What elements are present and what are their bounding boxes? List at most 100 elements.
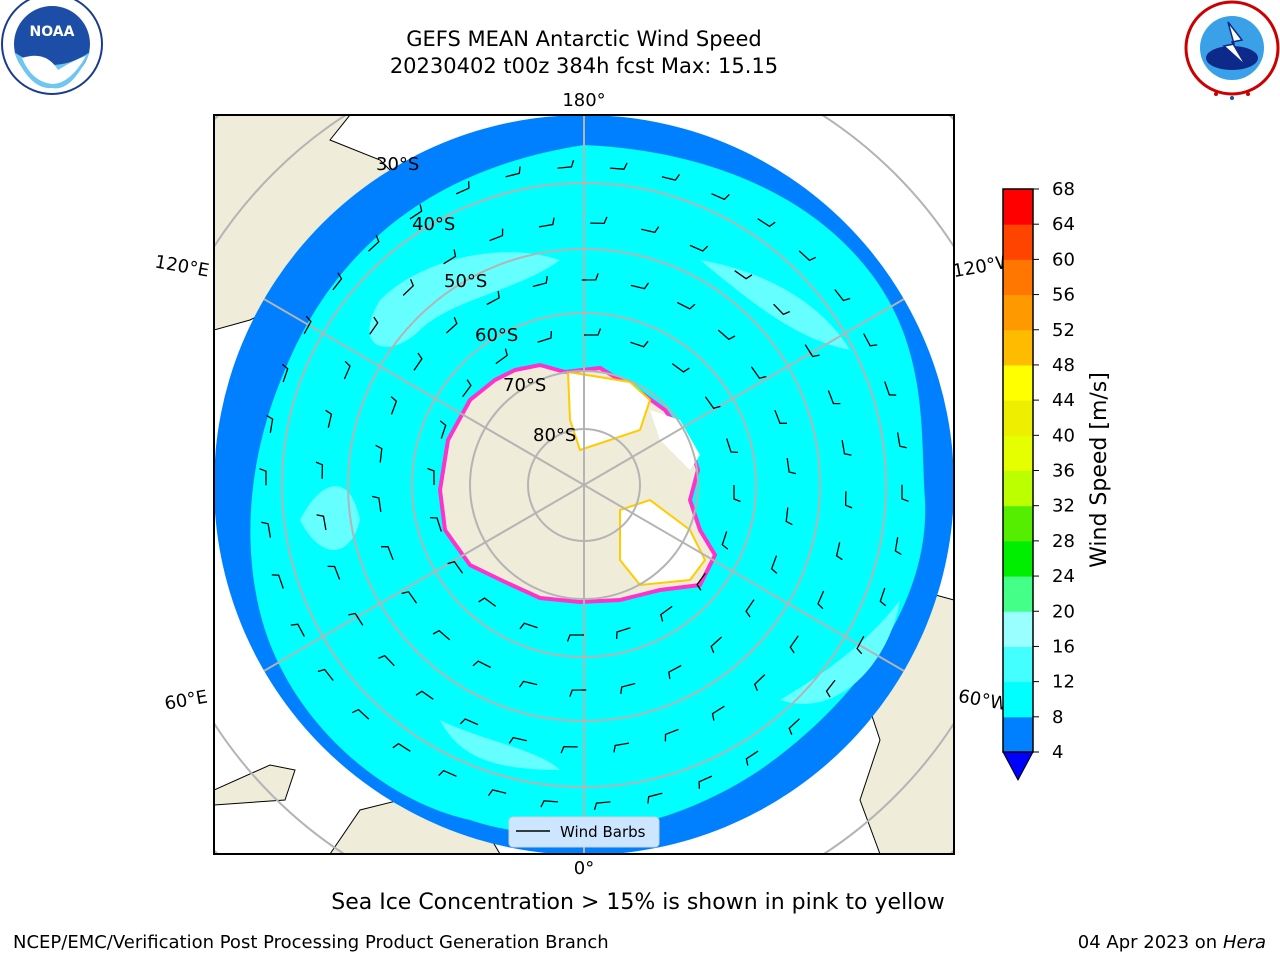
lon-label-bottom: 0° xyxy=(574,858,594,879)
wind-barb xyxy=(630,282,650,290)
wind-barb xyxy=(660,605,673,622)
wind-barb xyxy=(487,789,507,796)
wind-barb xyxy=(721,531,729,550)
lat-label-30s: 30°S xyxy=(376,154,419,175)
colorbar-segment xyxy=(1003,435,1033,471)
wind-barb xyxy=(378,654,395,667)
wind-barb xyxy=(785,507,793,526)
colorbar-segment xyxy=(1003,329,1033,366)
wind-barb xyxy=(413,352,423,371)
wind-barb-legend: Wind Barbs xyxy=(508,816,660,848)
wind-barb xyxy=(518,680,538,688)
wind-barb xyxy=(519,622,538,630)
wind-barb xyxy=(447,561,464,574)
wind-barb xyxy=(438,769,457,777)
wind-barb xyxy=(540,800,559,808)
wind-barb xyxy=(609,162,628,170)
wind-barb xyxy=(841,439,852,456)
wind-barb xyxy=(259,468,267,486)
wind-barb xyxy=(368,234,380,252)
wind-barb xyxy=(584,328,602,336)
colorbar-label: Wind Speed [m/s] xyxy=(1087,372,1112,568)
wind-barb xyxy=(711,705,725,721)
wind-barb xyxy=(863,333,878,347)
wind-barb xyxy=(505,166,521,178)
wind-barb xyxy=(281,363,289,383)
wind-barb xyxy=(402,279,415,296)
wind-barb xyxy=(661,174,681,181)
colorbar-tick-label: 68 xyxy=(1052,179,1075,200)
lat-label-80s: 80°S xyxy=(533,425,576,446)
wind-barb xyxy=(443,249,457,265)
wind-barb xyxy=(560,745,578,754)
wind-barb xyxy=(271,574,284,589)
colorbar-segment xyxy=(1003,364,1033,401)
wind-barb xyxy=(532,276,548,288)
wind-barb xyxy=(325,409,333,428)
wind-barb xyxy=(327,565,341,580)
colorbar-segment xyxy=(1003,681,1033,718)
lat-label-60s: 60°S xyxy=(475,325,518,346)
colorbar-tick-label: 36 xyxy=(1052,461,1075,482)
wind-barb xyxy=(745,750,759,766)
sea-ice-amundsen xyxy=(650,410,700,470)
colorbar-segment xyxy=(1003,540,1033,577)
wind-barb xyxy=(478,597,497,607)
colorbar-segment xyxy=(1003,611,1033,647)
colorbar-tick-label: 40 xyxy=(1052,425,1075,446)
wind-barb xyxy=(804,344,820,358)
wind-barb xyxy=(427,467,435,485)
footer-host: Hera xyxy=(1222,932,1266,953)
wind-barb xyxy=(392,742,411,752)
wind-barb xyxy=(415,690,434,700)
wind-barb xyxy=(630,340,649,348)
colorbar-tick-label: 60 xyxy=(1052,249,1075,270)
wind-barb xyxy=(647,792,663,804)
colorbar-tick-label: 12 xyxy=(1052,672,1075,693)
colorbar-segment xyxy=(1003,716,1033,753)
chart-subtitle-run-info: 20230402 t00z 384h fcst Max: 15.15 xyxy=(389,54,779,78)
wind-barb xyxy=(894,536,902,556)
legend-label: Wind Barbs xyxy=(560,823,646,841)
lat-label-50s: 50°S xyxy=(444,271,487,292)
colorbar-tick-label: 4 xyxy=(1052,742,1063,763)
colorbar-tick-label: 8 xyxy=(1052,707,1063,728)
wind-barb xyxy=(508,736,527,744)
wind-barb xyxy=(717,329,736,341)
wind-barb xyxy=(770,555,778,574)
wind-barb xyxy=(445,316,458,334)
wind-barb xyxy=(538,217,555,228)
colorbar-tick-label: 16 xyxy=(1052,636,1075,657)
wind-barb xyxy=(381,546,394,561)
colorbar-segment xyxy=(1003,646,1033,683)
wind-barb xyxy=(671,363,690,373)
colorbar-segment xyxy=(1003,576,1033,612)
colorbar-extend-min xyxy=(1002,751,1034,782)
colorbar-tick-label: 56 xyxy=(1052,285,1075,306)
wind-barb xyxy=(401,591,418,604)
wind-barb xyxy=(774,409,787,424)
colorbar-segment xyxy=(1003,189,1033,225)
lat-label-40s: 40°S xyxy=(412,214,455,235)
wind-barb xyxy=(817,590,825,610)
wind-barb xyxy=(351,708,370,720)
wind-barb xyxy=(834,289,851,302)
land-madagascar xyxy=(214,764,296,806)
wind-barb xyxy=(896,432,907,449)
colorbar-tick-label: 24 xyxy=(1052,566,1075,587)
wind-barb xyxy=(348,612,364,626)
wind-barb xyxy=(489,228,504,242)
wind-barb xyxy=(879,587,887,607)
wind-barb xyxy=(593,801,611,810)
wind-barb xyxy=(753,674,766,691)
wind-barb xyxy=(710,636,723,654)
wind-barb xyxy=(620,682,636,694)
wind-barb xyxy=(704,396,721,409)
wind-barb xyxy=(757,218,776,228)
wind-barb xyxy=(569,689,587,697)
wind-barb xyxy=(773,303,790,316)
wind-barb xyxy=(734,270,753,280)
